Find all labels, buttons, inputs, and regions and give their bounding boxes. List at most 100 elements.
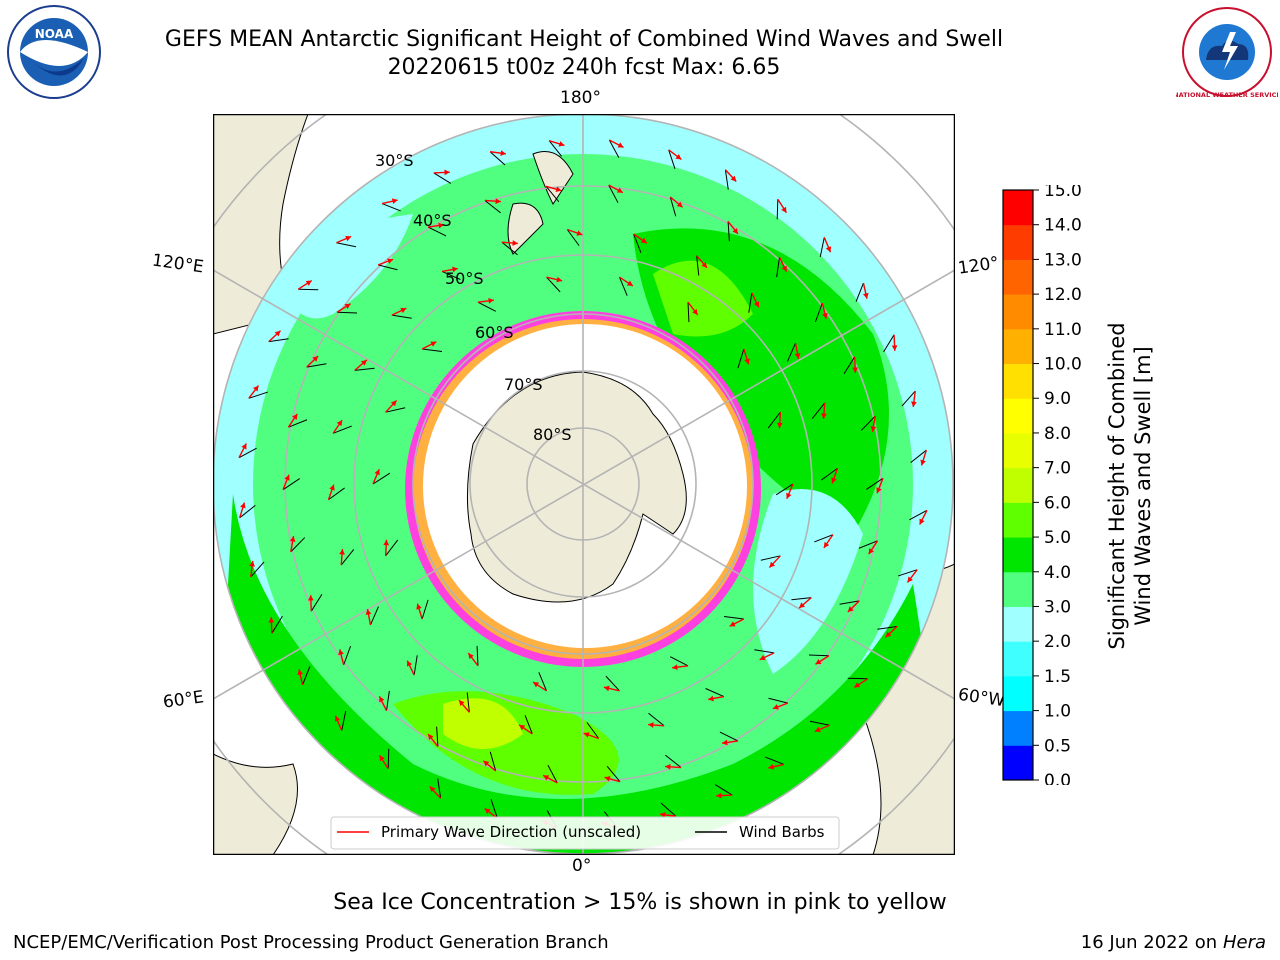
wave-arrowhead <box>390 400 397 407</box>
wind-barb <box>484 200 501 214</box>
wind-barb <box>377 264 398 271</box>
wave-arrowhead <box>852 367 858 373</box>
wind-barb <box>421 599 429 620</box>
wind-barb <box>306 363 327 368</box>
wave-arrowhead <box>794 353 801 359</box>
wind-barb <box>490 799 498 819</box>
colorbar-ticks: 0.0 0.5 1.0 1.5 2.0 3.0 4.0 5.0 6.0 7.0 8.0 9.0 10.0… <box>1033 185 1082 785</box>
wind-barb <box>858 540 878 549</box>
lat-label-60s: 60°S <box>475 323 514 342</box>
ocean-low-drake <box>753 489 863 674</box>
wind-barb <box>290 537 306 553</box>
wind-barb <box>669 196 677 217</box>
wind-barb <box>413 655 418 676</box>
wind-barb <box>477 301 497 312</box>
wave-arrowhead <box>603 685 610 692</box>
colorbar-swatches <box>1003 190 1033 781</box>
colorbar-swatch <box>1003 502 1033 538</box>
wave-arrowhead <box>444 169 450 176</box>
wave-arrowhead <box>815 659 822 665</box>
wave-arrowhead <box>821 413 827 419</box>
wave-arrowhead <box>253 385 259 392</box>
wind-barb <box>648 712 665 727</box>
wave-arrowhead <box>672 664 678 671</box>
wave-arrowhead <box>665 763 671 770</box>
wave-arrowhead <box>556 276 563 283</box>
wind-barb <box>343 645 352 666</box>
polar-map: 30°S 40°S 50°S 60°S 70°S 80°S Primary Wa… <box>213 114 955 855</box>
wind-barb <box>282 478 300 491</box>
wave-arrowhead <box>387 258 394 264</box>
wave-arrowhead <box>468 653 474 660</box>
host-name: Hera <box>1222 932 1266 953</box>
wave-arrowhead <box>555 186 562 192</box>
wind-barb <box>768 697 789 704</box>
wave-arrowhead <box>730 175 737 182</box>
wave-arrowhead <box>891 345 898 351</box>
colorbar-tick-label: 14.0 <box>1044 216 1082 236</box>
wave-arrowhead <box>268 617 275 623</box>
wind-barb <box>271 615 283 634</box>
wave-arrowhead <box>616 187 623 193</box>
wave-arrowhead <box>240 502 246 509</box>
wave-arrowhead <box>428 734 434 740</box>
colorbar-tick-label: 5.0 <box>1044 528 1071 548</box>
wind-barb <box>910 449 927 463</box>
wind-barb <box>619 276 628 296</box>
wave-arrowhead <box>484 808 491 814</box>
wind-barb <box>441 271 461 280</box>
wind-barb <box>814 302 823 323</box>
colorbar-swatch <box>1003 710 1033 746</box>
wind-barb <box>819 237 825 258</box>
wave-arrowhead <box>274 330 281 337</box>
date-text: 16 Jun 2022 on <box>1080 932 1218 953</box>
wind-barb <box>811 402 826 419</box>
wind-barb <box>727 221 730 242</box>
wave-arrowhead <box>772 704 779 710</box>
lon-label-bottom: 0° <box>572 856 592 876</box>
map-legend: Primary Wave Direction (unscaled) Wind B… <box>330 816 840 850</box>
wave-arrowhead <box>604 776 611 782</box>
wave-arrowhead <box>374 469 380 476</box>
colorbar-swatch <box>1003 606 1033 642</box>
wind-barb <box>248 391 268 399</box>
wave-arrowhead <box>640 237 647 244</box>
wind-barb <box>901 390 916 407</box>
wind-barb <box>328 487 345 501</box>
wave-arrowhead <box>241 443 247 450</box>
wind-barb <box>547 764 558 784</box>
wind-barb <box>839 600 860 605</box>
wave-arrowhead <box>753 301 760 308</box>
wind-barb <box>501 241 518 256</box>
lat-label-50s: 50°S <box>445 269 484 288</box>
colorbar-tick-label: 0.5 <box>1044 736 1071 756</box>
wave-arrowhead <box>519 724 526 731</box>
lat-label-80s: 80°S <box>533 425 572 444</box>
wind-barb <box>427 226 447 237</box>
wind-barb <box>433 172 452 184</box>
wave-arrowhead <box>868 548 874 555</box>
wave-arrowhead <box>500 150 506 156</box>
wind-barb <box>723 615 744 620</box>
wave-arrowhead <box>862 292 869 299</box>
wave-arrowhead <box>339 549 345 555</box>
colorbar-tick-label: 15.0 <box>1044 185 1082 201</box>
wave-arrowhead <box>676 201 683 208</box>
wind-barb <box>387 748 390 769</box>
wave-arrowhead <box>729 621 736 627</box>
wind-barb <box>524 715 533 735</box>
new-zealand-north <box>532 151 574 205</box>
wind-barb <box>545 185 560 202</box>
wave-arrowhead <box>831 477 837 484</box>
wind-barb <box>696 255 700 276</box>
wave-arrowhead <box>338 649 344 656</box>
wind-barb <box>866 477 884 490</box>
wind-barb <box>381 203 401 212</box>
ocean-4-5m-south <box>213 494 953 854</box>
colorbar: 0.0 0.5 1.0 1.5 2.0 3.0 4.0 5.0 6.0 7.0 8.0 9.0 10.0… <box>1002 185 1082 785</box>
wind-barb <box>669 656 689 667</box>
wave-arrowhead <box>708 695 714 702</box>
wind-barb <box>489 751 497 772</box>
wave-arrowhead <box>284 474 290 481</box>
wind-barb <box>855 282 864 302</box>
